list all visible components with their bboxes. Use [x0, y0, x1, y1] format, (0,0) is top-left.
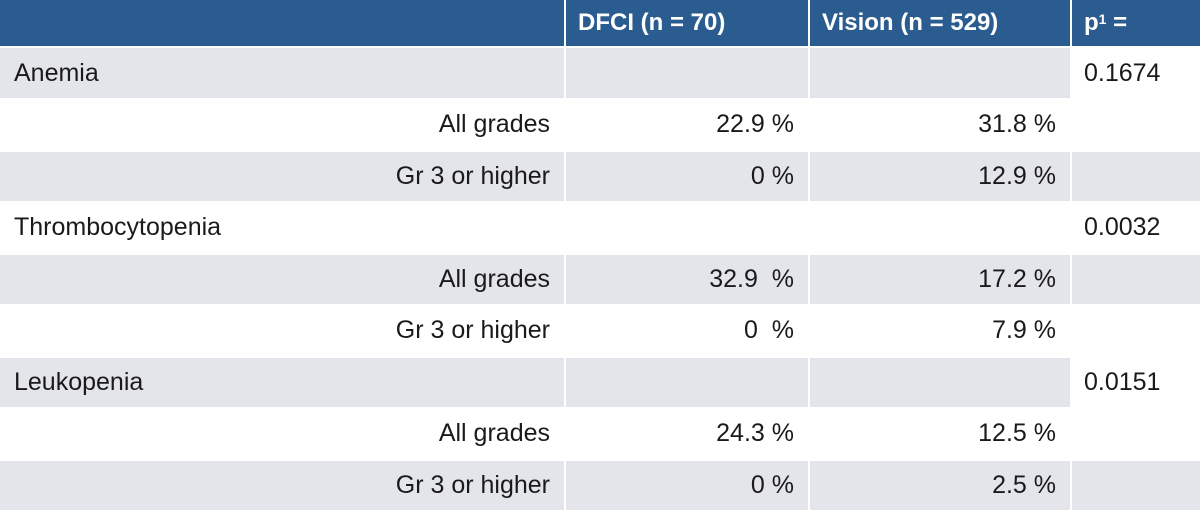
cell-p-value — [1072, 306, 1200, 358]
row-category-anemia: Anemia — [0, 48, 566, 100]
cell-dfci — [566, 357, 810, 409]
cell-p-value — [1072, 254, 1200, 306]
cell-dfci: 0 % — [566, 151, 810, 203]
cell-p-value: 0.1674 — [1072, 48, 1200, 100]
header-label-cell — [0, 0, 566, 48]
header-p-superscript: 1 — [1098, 11, 1107, 27]
cell-vision: 2.5 % — [810, 460, 1072, 512]
row-subcategory-label: All grades — [0, 409, 566, 461]
cell-p-value — [1072, 460, 1200, 512]
cell-vision: 12.5 % — [810, 409, 1072, 461]
row-category-thrombocytopenia: Thrombocytopenia — [0, 203, 566, 255]
cell-dfci: 0 % — [566, 460, 810, 512]
cell-vision — [810, 357, 1072, 409]
cell-vision — [810, 48, 1072, 100]
cell-p-value — [1072, 151, 1200, 203]
cell-p-value: 0.0032 — [1072, 203, 1200, 255]
cell-vision: 31.8 % — [810, 100, 1072, 152]
cell-dfci: 24.3 % — [566, 409, 810, 461]
header-p-suffix: = — [1106, 9, 1128, 36]
cell-vision — [810, 203, 1072, 255]
cell-p-value — [1072, 100, 1200, 152]
cell-vision: 17.2 % — [810, 254, 1072, 306]
cell-dfci — [566, 48, 810, 100]
cell-vision: 12.9 % — [810, 151, 1072, 203]
row-subcategory-label: All grades — [0, 254, 566, 306]
cell-dfci: 22.9 % — [566, 100, 810, 152]
header-dfci: DFCI (n = 70) — [566, 0, 810, 48]
row-subcategory-label: Gr 3 or higher — [0, 306, 566, 358]
row-subcategory-label: All grades — [0, 100, 566, 152]
cell-p-value: 0.0151 — [1072, 357, 1200, 409]
header-p-text: p — [1084, 9, 1099, 36]
header-vision: Vision (n = 529) — [810, 0, 1072, 48]
cell-p-value — [1072, 409, 1200, 461]
cell-vision: 7.9 % — [810, 306, 1072, 358]
row-subcategory-label: Gr 3 or higher — [0, 460, 566, 512]
row-category-leukopenia: Leukopenia — [0, 357, 566, 409]
cell-dfci: 32.9 % — [566, 254, 810, 306]
cell-dfci: 0 % — [566, 306, 810, 358]
cell-dfci — [566, 203, 810, 255]
row-subcategory-label: Gr 3 or higher — [0, 151, 566, 203]
